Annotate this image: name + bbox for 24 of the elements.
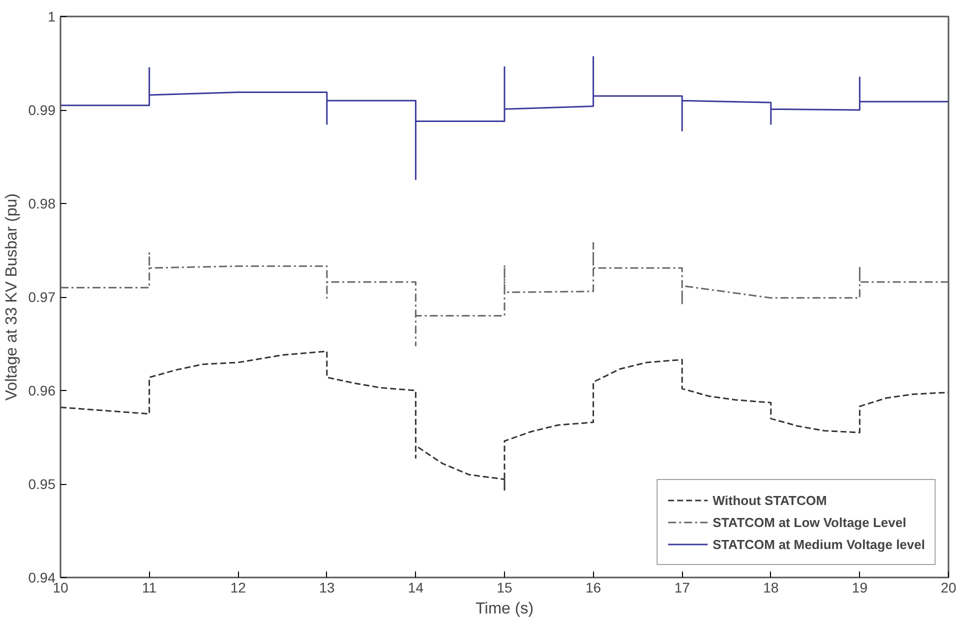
y-tick-label: 0.99	[28, 102, 56, 118]
x-tick-label: 11	[142, 580, 157, 596]
line-series	[60, 56, 948, 180]
x-tick-label: 18	[763, 580, 779, 596]
legend-label: STATCOM at Medium Voltage level	[712, 536, 925, 552]
x-tick-label: 12	[230, 580, 246, 596]
line-series	[60, 242, 948, 346]
y-tick-label: 0.95	[28, 476, 56, 492]
x-tick-label: 19	[852, 580, 868, 596]
x-tick-label: 20	[940, 580, 956, 596]
x-axis-title: Time (s)	[475, 600, 534, 618]
y-tick-label: 0.96	[28, 382, 56, 398]
legend-label: STATCOM at Low Voltage Level	[712, 514, 906, 530]
y-tick-label: 0.97	[28, 289, 56, 305]
x-tick-label: 17	[674, 580, 690, 596]
line-series	[60, 350, 948, 492]
x-tick-label: 13	[319, 580, 335, 596]
x-tick-label: 15	[496, 580, 512, 596]
y-tick-label: 1	[48, 8, 56, 24]
y-tick-label: 0.98	[28, 196, 56, 212]
x-tick-label: 16	[586, 580, 602, 596]
legend-label: Without STATCOM	[712, 492, 827, 508]
y-axis-title: Voltage at 33 KV Busbar (pu)	[3, 193, 20, 401]
x-tick-label: 14	[408, 580, 424, 596]
